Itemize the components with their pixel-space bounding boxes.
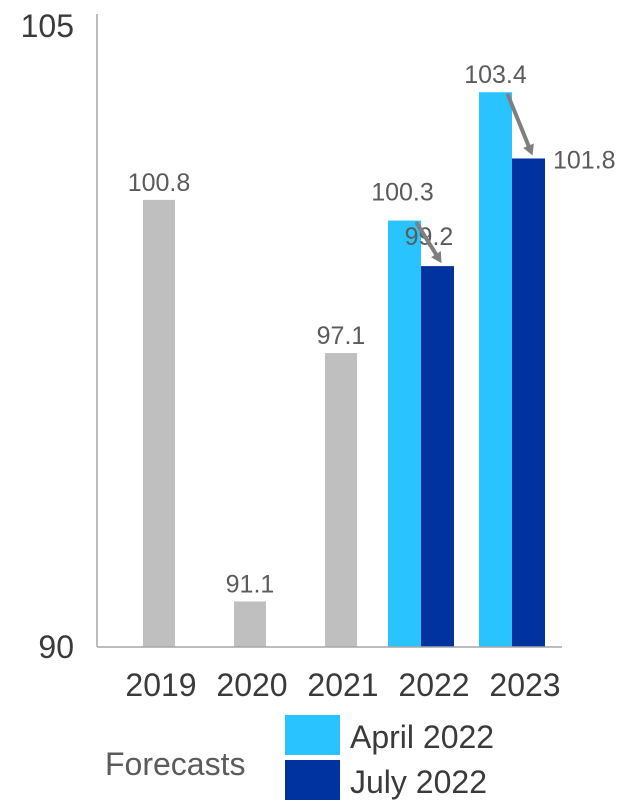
- bar-april-2022-2022: [388, 220, 421, 647]
- data-label-actual-2021: 97.1: [317, 322, 366, 350]
- legend-group-label: Forecasts: [105, 746, 245, 782]
- bar-actual-2019: [143, 199, 175, 647]
- forecast-change-arrow-2023: [506, 93, 534, 156]
- data-label-actual-2020: 91.1: [226, 570, 275, 598]
- x-tick-label-2022: 2022: [398, 667, 469, 703]
- y-tick-label-90: 90: [38, 629, 74, 665]
- legend-swatch-july-2022: [285, 760, 340, 800]
- data-label-actual-2019: 100.8: [128, 169, 191, 197]
- bar-actual-2021: [325, 353, 357, 647]
- bar-april-2022-2023: [479, 92, 512, 648]
- y-tick-label-105: 105: [21, 8, 74, 44]
- bar-actual-2020: [234, 601, 266, 647]
- arrows-layer: [415, 93, 534, 264]
- legend-swatch-april-2022: [285, 715, 340, 755]
- data-label-july-2022-2022: 99.2: [405, 223, 454, 251]
- x-tick-label-2023: 2023: [489, 667, 560, 703]
- data-labels-layer: 100.8 91.1 97.1 100.3 103.4 99.2 101.8: [128, 61, 616, 598]
- x-tick-label-2021: 2021: [307, 667, 378, 703]
- x-tick-label-2019: 2019: [125, 667, 196, 703]
- bar-july-2022-2023: [512, 158, 545, 648]
- legend-label-july-2022: July 2022: [350, 764, 487, 800]
- data-label-july-2022-2023: 101.8: [553, 146, 616, 174]
- forecast-change-arrow-2022: [415, 221, 442, 264]
- data-label-april-2022-2023: 103.4: [464, 61, 527, 89]
- x-tick-labels: 2019 2020 2021 2022 2023: [125, 667, 560, 703]
- x-tick-label-2020: 2020: [216, 667, 287, 703]
- y-tick-labels: 90 105: [21, 8, 74, 665]
- bar-july-2022-2022: [421, 266, 454, 647]
- bars-layer: [143, 92, 545, 648]
- legend: Forecasts April 2022 July 2022: [105, 715, 494, 800]
- data-label-april-2022-2022: 100.3: [371, 179, 434, 207]
- legend-label-april-2022: April 2022: [350, 719, 494, 755]
